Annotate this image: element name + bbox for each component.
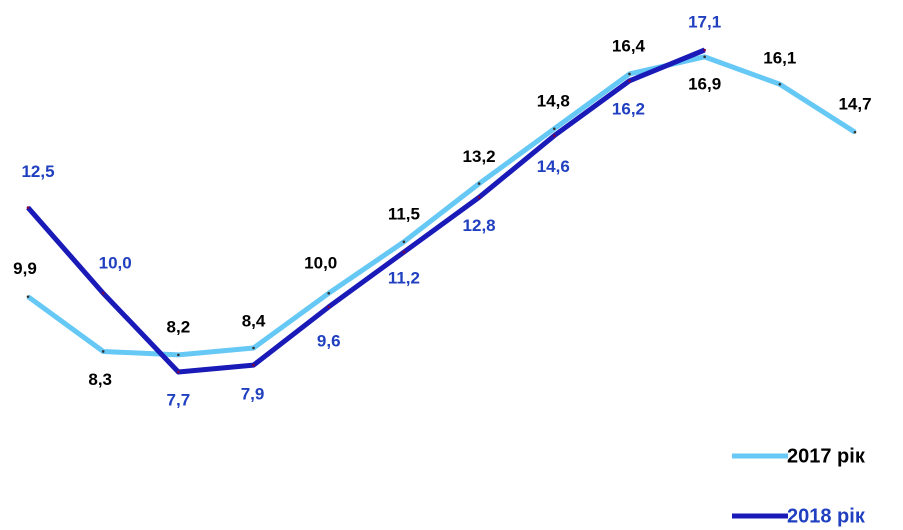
point	[402, 240, 406, 244]
value-label: 10,0	[304, 254, 337, 273]
point	[703, 55, 706, 59]
point	[327, 305, 331, 309]
point	[252, 346, 255, 350]
value-label: 16,1	[763, 49, 796, 68]
point	[552, 134, 556, 137]
value-label: 16,4	[612, 36, 646, 55]
value-label: 11,5	[388, 204, 420, 223]
value-label: 14,6	[537, 157, 570, 176]
value-label: 8,3	[88, 370, 112, 389]
point	[177, 370, 180, 374]
value-label: 12,8	[463, 216, 496, 235]
value-label: 9,9	[13, 259, 37, 278]
point	[402, 250, 406, 254]
series-line	[26, 54, 857, 358]
point	[477, 195, 481, 199]
value-label: 11,2	[388, 269, 420, 288]
value-label: 7,7	[167, 390, 191, 409]
point	[26, 206, 30, 209]
point	[101, 350, 105, 353]
point	[703, 48, 706, 52]
value-label: 7,9	[241, 385, 265, 404]
point	[628, 72, 631, 76]
point	[327, 291, 331, 295]
point	[26, 295, 30, 298]
point	[177, 353, 180, 357]
point	[477, 182, 481, 185]
value-label: 8,4	[242, 312, 266, 331]
legend-label: 2017 рік	[787, 445, 866, 467]
value-label: 17,1	[688, 12, 721, 31]
value-label: 12,5	[21, 162, 54, 181]
value-label: 13,2	[463, 147, 496, 166]
value-label: 16,9	[688, 74, 721, 93]
point	[552, 127, 556, 131]
value-label: 8,2	[167, 317, 191, 336]
point	[778, 82, 782, 86]
legend-label: 2018 рік	[787, 505, 866, 527]
point	[853, 130, 857, 134]
value-label: 9,6	[317, 331, 341, 350]
value-label: 10,0	[99, 254, 132, 273]
point	[101, 291, 105, 295]
series-line	[26, 47, 706, 375]
point	[628, 79, 631, 83]
value-label: 14,8	[537, 91, 570, 110]
point	[252, 363, 255, 367]
value-label: 16,2	[612, 99, 645, 118]
value-label: 14,7	[838, 95, 871, 114]
